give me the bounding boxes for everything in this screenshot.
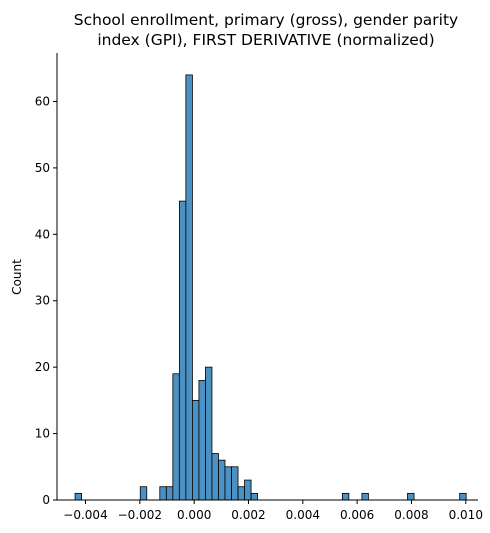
y-tick-label: 30 — [35, 294, 50, 308]
histogram-bar — [159, 486, 167, 501]
y-tick-label: 10 — [35, 427, 50, 441]
histogram-bar — [231, 466, 239, 501]
x-tick-label: −0.004 — [63, 508, 107, 522]
histogram-bar — [198, 380, 206, 501]
x-tick-label: −0.002 — [118, 508, 162, 522]
chart-title-line-2: index (GPI), FIRST DERIVATIVE (normalize… — [97, 31, 434, 49]
x-tick-label: 0.008 — [394, 508, 428, 522]
y-tick-label: 0 — [42, 493, 50, 507]
x-tick-label: 0.002 — [231, 508, 265, 522]
x-tick-label: 0.004 — [286, 508, 320, 522]
histogram-bar — [237, 486, 245, 501]
y-tick-label: 20 — [35, 360, 50, 374]
x-tick-label: 0.006 — [340, 508, 374, 522]
histogram-bar — [185, 74, 193, 501]
histogram-bars — [74, 74, 467, 501]
axes — [56, 53, 478, 501]
histogram-bar — [178, 200, 187, 501]
histogram-bar — [341, 492, 350, 501]
histogram-bar — [361, 492, 369, 501]
histogram-bar — [165, 486, 174, 501]
histogram-bar — [407, 492, 415, 501]
histogram-bar — [211, 453, 219, 501]
x-tick-label: 0.010 — [449, 508, 483, 522]
chart-title-line-1: School enrollment, primary (gross), gend… — [74, 11, 458, 29]
y-axis-ticks: 0 10 20 30 40 50 60 — [35, 94, 57, 507]
histogram-bar — [172, 373, 180, 501]
x-axis-ticks: −0.004 −0.002 0.000 0.002 0.004 0.006 0.008 0.0… — [63, 500, 483, 522]
histogram-bar — [459, 492, 467, 501]
y-axis-label: Count — [10, 259, 24, 295]
histogram-bar — [224, 466, 232, 501]
histogram-bar — [250, 492, 258, 501]
histogram-bar — [218, 459, 226, 501]
histogram-bar — [74, 492, 82, 501]
y-tick-label: 40 — [35, 227, 50, 241]
y-tick-label: 50 — [35, 161, 50, 175]
chart-title: School enrollment, primary (gross), gend… — [74, 11, 458, 49]
y-tick-label: 60 — [35, 94, 50, 108]
x-tick-label: 0.000 — [177, 508, 211, 522]
histogram-bar — [191, 399, 200, 501]
histogram-bar — [205, 366, 213, 501]
histogram-bar — [244, 479, 252, 501]
histogram-bar — [139, 486, 148, 501]
